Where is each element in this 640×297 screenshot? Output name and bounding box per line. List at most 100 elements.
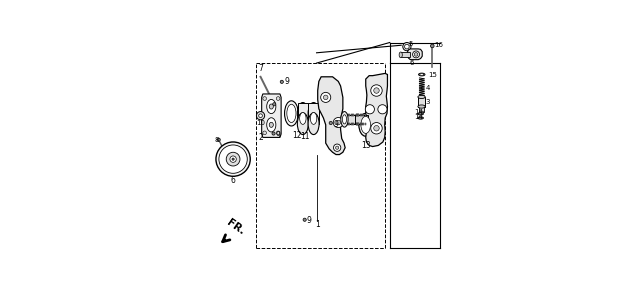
Bar [344,114,346,116]
Ellipse shape [418,105,425,108]
Bar [361,123,362,125]
Bar [358,123,359,125]
Circle shape [374,88,380,93]
Bar [347,123,348,125]
Circle shape [263,131,266,135]
Bar [356,123,357,125]
Ellipse shape [298,113,308,135]
Bar [352,114,353,116]
Bar [352,123,353,125]
Ellipse shape [285,101,298,126]
Bar [419,106,424,112]
Bar [401,52,410,57]
Text: 3: 3 [426,99,430,105]
Bar [357,114,358,116]
Circle shape [226,152,240,166]
Ellipse shape [420,74,424,75]
Ellipse shape [267,99,276,114]
Circle shape [217,138,220,141]
Bar [344,115,364,124]
Text: 4: 4 [426,85,430,91]
Text: 9: 9 [276,131,281,140]
Bar [358,114,359,116]
Ellipse shape [418,117,424,119]
Circle shape [303,218,307,221]
Bar [348,114,349,116]
Bar [353,123,354,125]
Circle shape [232,158,234,160]
Text: 12: 12 [292,131,302,140]
Bar [357,123,358,125]
Circle shape [263,97,266,100]
Text: 8: 8 [215,137,220,143]
Circle shape [333,118,343,128]
Bar [418,97,425,107]
Circle shape [336,120,340,125]
Bar [355,115,367,124]
Text: 9: 9 [333,120,338,129]
Circle shape [404,44,409,49]
Circle shape [371,85,382,96]
Circle shape [259,114,262,118]
Circle shape [365,105,374,114]
Ellipse shape [359,113,372,136]
Bar [298,103,308,124]
Text: 16: 16 [435,42,444,48]
Bar [353,114,354,116]
Text: 13: 13 [361,141,371,150]
Text: 7: 7 [259,64,263,73]
Circle shape [403,42,411,51]
Bar [358,114,359,116]
Circle shape [414,53,418,56]
Bar [357,123,358,125]
Bar [362,114,363,116]
Bar [347,114,348,116]
Text: 14: 14 [413,114,422,120]
Polygon shape [408,49,422,60]
Bar [346,114,347,116]
Ellipse shape [308,113,319,135]
Circle shape [323,95,328,100]
Text: 5: 5 [409,41,413,47]
Ellipse shape [298,102,308,124]
Circle shape [374,126,380,131]
Circle shape [413,51,419,58]
Ellipse shape [419,111,424,113]
Ellipse shape [418,113,424,115]
Ellipse shape [418,95,425,99]
Circle shape [371,123,382,134]
Polygon shape [365,73,387,146]
Circle shape [276,97,280,100]
Circle shape [378,105,387,114]
Text: FR.: FR. [225,217,246,236]
Ellipse shape [341,112,348,127]
Circle shape [257,112,265,120]
Bar [358,123,359,125]
Circle shape [321,92,331,102]
Text: 9: 9 [307,217,312,225]
Ellipse shape [419,73,425,76]
Circle shape [219,145,247,173]
Ellipse shape [308,102,319,124]
Ellipse shape [310,113,317,124]
Circle shape [216,142,250,176]
Text: 10: 10 [257,119,266,126]
Bar [362,123,363,125]
Ellipse shape [361,116,371,133]
Text: 2: 2 [259,133,264,142]
Ellipse shape [269,104,273,109]
Text: 6: 6 [230,176,235,185]
Bar [348,123,349,125]
Text: 11: 11 [300,132,310,141]
Circle shape [335,146,339,149]
Ellipse shape [267,118,276,132]
Text: 14: 14 [413,109,422,115]
Text: 6: 6 [410,60,414,66]
Ellipse shape [269,122,273,127]
Circle shape [276,131,280,135]
Circle shape [273,103,276,106]
Circle shape [272,132,275,135]
Circle shape [230,156,236,162]
Ellipse shape [287,104,296,123]
Ellipse shape [342,115,346,124]
